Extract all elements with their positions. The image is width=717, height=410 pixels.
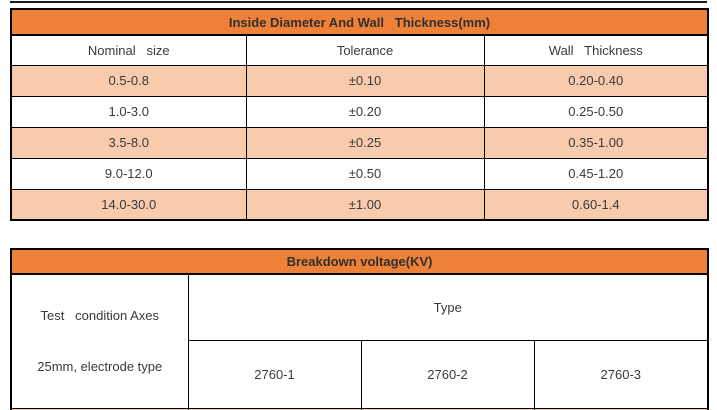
breakdown-voltage-table: Breakdown voltage(KV) Test condition Axe… bbox=[9, 248, 710, 410]
inside-diameter-table-title: Inside Diameter And Wall Thickness(mm) bbox=[10, 8, 709, 36]
type-header-row: Test condition Axes 25mm, electrode type… bbox=[10, 273, 709, 409]
value-cell: ≥2.5 bbox=[533, 407, 709, 410]
test-condition-header: Test condition Axes 25mm, electrode type bbox=[10, 273, 189, 409]
type-header: Type bbox=[187, 273, 709, 341]
nominal-size-cell: 3.5-8.0 bbox=[10, 126, 247, 159]
table-row: 1.0-3.0 ±0.20 0.25-0.50 bbox=[10, 95, 709, 128]
nominal-size-cell: 9.0-12.0 bbox=[10, 157, 247, 190]
table-row: Center value ≥7.0 ≥4.0 ≥2.5 bbox=[10, 407, 709, 410]
type-col-2760-1: 2760-1 bbox=[187, 339, 362, 409]
type-col-2760-3: 2760-3 bbox=[533, 339, 709, 409]
table-title-row: Inside Diameter And Wall Thickness(mm) bbox=[10, 8, 709, 36]
tolerance-cell: ±0.50 bbox=[245, 157, 485, 190]
table-row: 3.5-8.0 ±0.25 0.35-1.00 bbox=[10, 126, 709, 159]
wall-thickness-cell: 0.45-1.20 bbox=[483, 157, 709, 190]
tolerance-cell: ±0.10 bbox=[245, 64, 485, 97]
wall-thickness-cell: 0.25-0.50 bbox=[483, 95, 709, 128]
col-header-wall-thickness: Wall Thickness bbox=[483, 34, 709, 66]
type-columns-row: 2760-1 2760-2 2760-3 bbox=[11, 339, 709, 409]
table-row: 9.0-12.0 ±0.50 0.45-1.20 bbox=[10, 157, 709, 190]
test-condition-line1: Test condition Axes bbox=[40, 308, 159, 323]
breakdown-voltage-table-title: Breakdown voltage(KV) bbox=[9, 248, 710, 275]
table-row: 14.0-30.0 ±1.00 0.60-1.4 bbox=[10, 188, 709, 221]
table-row: 0.5-0.8 ±0.10 0.20-0.40 bbox=[10, 64, 709, 97]
nominal-size-cell: 0.5-0.8 bbox=[10, 64, 247, 97]
inside-diameter-table: Inside Diameter And Wall Thickness(mm) N… bbox=[10, 8, 709, 221]
test-condition-line2: 25mm, electrode type bbox=[37, 359, 163, 375]
cropped-table-above-border bbox=[10, 1, 707, 3]
col-header-nominal-size: Nominal size bbox=[10, 34, 247, 66]
nominal-size-cell: 1.0-3.0 bbox=[10, 95, 247, 128]
col-header-tolerance: Tolerance bbox=[245, 34, 485, 66]
table-title-row: Breakdown voltage(KV) bbox=[9, 248, 710, 275]
wall-thickness-cell: 0.60-1.4 bbox=[483, 188, 709, 221]
wall-thickness-cell: 0.20-0.40 bbox=[483, 64, 709, 97]
tolerance-cell: ±0.20 bbox=[245, 95, 485, 128]
wall-thickness-cell: 0.35-1.00 bbox=[483, 126, 709, 159]
nominal-size-cell: 14.0-30.0 bbox=[10, 188, 247, 221]
type-col-2760-2: 2760-2 bbox=[360, 339, 535, 409]
column-header-row: Nominal size Tolerance Wall Thickness bbox=[10, 34, 709, 66]
tolerance-cell: ±0.25 bbox=[245, 126, 485, 159]
tolerance-cell: ±1.00 bbox=[245, 188, 485, 221]
